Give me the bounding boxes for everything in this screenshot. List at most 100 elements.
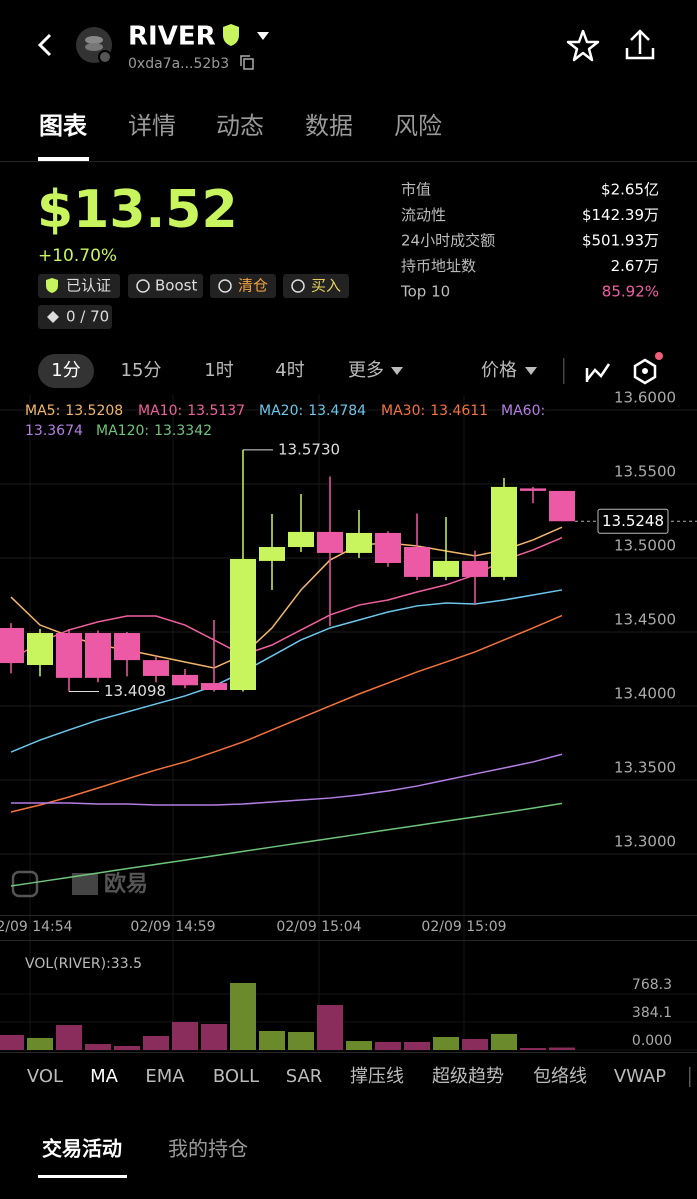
candle-body: [114, 633, 140, 661]
volume-bar: [0, 1034, 24, 1050]
stat-label: 流动性: [401, 206, 446, 224]
tab[interactable]: 图表: [39, 112, 88, 140]
badge[interactable]: 买入: [311, 277, 341, 295]
candle-body: [549, 490, 575, 522]
ma-legend-name: MA20:: [259, 403, 303, 419]
price: $13.52: [37, 180, 238, 240]
tab[interactable]: 详情: [128, 112, 176, 140]
volume-bar: [462, 1038, 488, 1050]
low-label: 13.4098: [104, 682, 166, 700]
volume-bar: [491, 1033, 517, 1050]
divider: [689, 1067, 691, 1087]
timeframe[interactable]: 更多: [348, 360, 384, 381]
x-tick-label: 02/09 14:59: [130, 919, 215, 935]
ma-legend-name: MA10:: [138, 403, 182, 419]
timeframe[interactable]: 15分: [121, 360, 162, 381]
volume-bar: [56, 1024, 82, 1050]
ma-line: [11, 753, 563, 806]
ma-line: [10, 589, 563, 753]
indicator-tab[interactable]: 超级趋势: [432, 1066, 504, 1087]
candle-body: [230, 559, 256, 691]
y-tick-label: 13.6000: [614, 388, 676, 406]
badge[interactable]: Boost: [155, 277, 197, 295]
volume-bar: [85, 1044, 111, 1050]
candle-body: [172, 674, 198, 686]
vol-tick-label: 0.000: [632, 1033, 672, 1049]
favorite-button[interactable]: [566, 29, 600, 62]
volume-bar: [259, 1030, 285, 1050]
candle-body: [462, 560, 488, 577]
volume-bar: [143, 1036, 169, 1050]
candle-body: [85, 633, 111, 678]
candle-body: [346, 532, 372, 553]
y-tick-label: 13.3000: [614, 833, 676, 851]
ma-legend-value: 13.4611: [430, 403, 488, 419]
stat-label: Top 10: [400, 283, 450, 301]
indicator-icon[interactable]: [585, 363, 611, 382]
candle-body: [0, 627, 24, 664]
tabs: 图表 详情 动态 数据 风险: [39, 112, 442, 140]
timeframe[interactable]: 4时: [275, 360, 304, 381]
ma-line: [10, 614, 563, 813]
indicator-tab[interactable]: 撑压线: [350, 1066, 404, 1087]
stat-value: $501.93万: [582, 232, 659, 250]
tab[interactable]: 风险: [394, 112, 442, 140]
stat-value: $2.65亿: [601, 181, 659, 199]
volume-bar: [317, 1005, 343, 1050]
ma-legend-value: 13.3674: [25, 423, 83, 439]
tab[interactable]: 数据: [305, 112, 353, 140]
share-button[interactable]: [625, 29, 655, 60]
watermark-text: 欧易: [104, 871, 148, 897]
price-mode[interactable]: 价格: [481, 360, 517, 381]
divider: [0, 1052, 697, 1053]
stat-label: 持币地址数: [401, 257, 476, 275]
volume-bar: [433, 1037, 459, 1050]
timeframe[interactable]: 1分: [51, 360, 80, 381]
bottom-tab[interactable]: 交易活动: [42, 1137, 122, 1161]
y-tick-label: 13.4500: [614, 610, 676, 628]
volume-bar: [404, 1041, 430, 1050]
ma-legend-name: MA60:: [501, 403, 545, 419]
candle-body: [375, 532, 401, 564]
back-button[interactable]: [37, 33, 52, 57]
badge[interactable]: 0 / 70: [66, 308, 109, 326]
timeframes: 1分 15分 1时 4时 更多 价格: [51, 360, 517, 381]
copy-icon[interactable]: [240, 55, 254, 70]
indicator-tab[interactable]: VWAP: [614, 1066, 666, 1087]
indicator-tab[interactable]: 包络线: [533, 1066, 587, 1087]
candle-body: [491, 486, 517, 577]
dropdown[interactable]: [257, 32, 269, 40]
vol-tick-label: 384.1: [632, 1005, 672, 1021]
candle-body: [27, 633, 53, 665]
ma-legend: MA20: 13.4784: [259, 403, 366, 419]
ma-legend-value: 13.4784: [308, 403, 366, 419]
badge[interactable]: 已认证: [66, 277, 111, 295]
badges: 已认证 Boost 清仓 买入 0 / 70: [38, 274, 349, 329]
stat-label: 市值: [401, 181, 431, 199]
settings-icon[interactable]: [633, 352, 663, 385]
candle-body: [433, 560, 459, 577]
divider: [0, 940, 697, 941]
token-icon: [76, 27, 112, 64]
badge[interactable]: 清仓: [238, 277, 268, 295]
ma-legend-value: 13.5208: [65, 403, 123, 419]
indicator-tab[interactable]: VOL: [27, 1066, 63, 1087]
ma-legend-name: MA5:: [25, 403, 60, 419]
bottom-tab[interactable]: 我的持仓: [168, 1137, 248, 1161]
indicator-tab[interactable]: EMA: [145, 1066, 185, 1087]
tab[interactable]: 动态: [216, 112, 264, 140]
ma-legend-name: MA120:: [96, 423, 149, 439]
y-tick-label: 13.3500: [614, 759, 676, 777]
ma-legend-value: 13.3342: [154, 423, 212, 439]
stat-value: 85.92%: [602, 283, 659, 301]
indicator-tab[interactable]: BOLL: [213, 1066, 259, 1087]
x-tick-label: 02/09 15:09: [421, 919, 506, 935]
indicator-tab[interactable]: SAR: [286, 1066, 323, 1087]
address: 0xda7a...52b3: [128, 56, 229, 72]
indicator-tab[interactable]: MA: [90, 1066, 119, 1087]
timeframe[interactable]: 1时: [204, 360, 233, 381]
ma-legend-value: 13.5137: [187, 403, 245, 419]
